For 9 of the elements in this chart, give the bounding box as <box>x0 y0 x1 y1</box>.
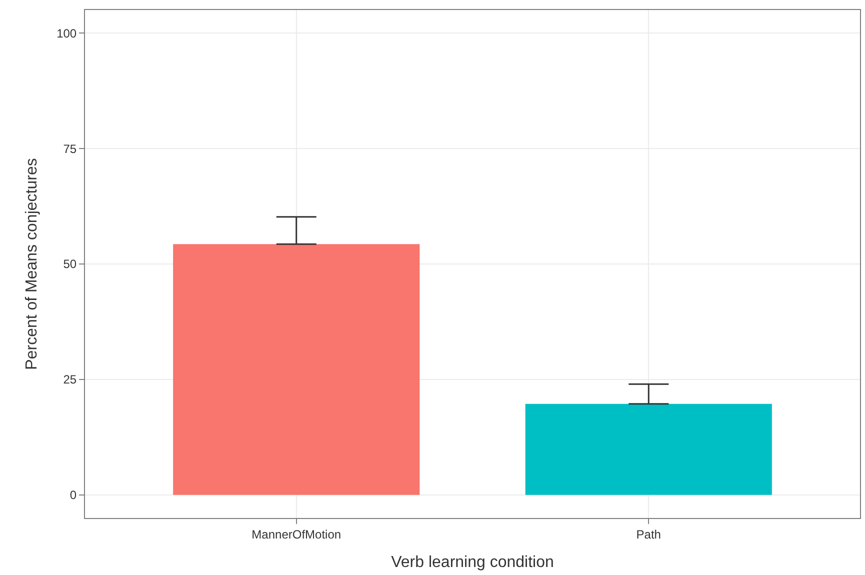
y-tick-label: 75 <box>63 142 77 156</box>
y-tick-label: 25 <box>63 372 77 387</box>
x-tick-label: Path <box>636 527 661 542</box>
y-tick-label: 100 <box>56 26 77 40</box>
y-tick-label: 50 <box>63 257 77 272</box>
y-axis-title: Percent of Means conjectures <box>23 158 40 370</box>
y-tick-label: 0 <box>70 488 77 502</box>
x-tick-label: MannerOfMotion <box>252 527 342 542</box>
x-axis-title: Verb learning condition <box>391 554 554 572</box>
